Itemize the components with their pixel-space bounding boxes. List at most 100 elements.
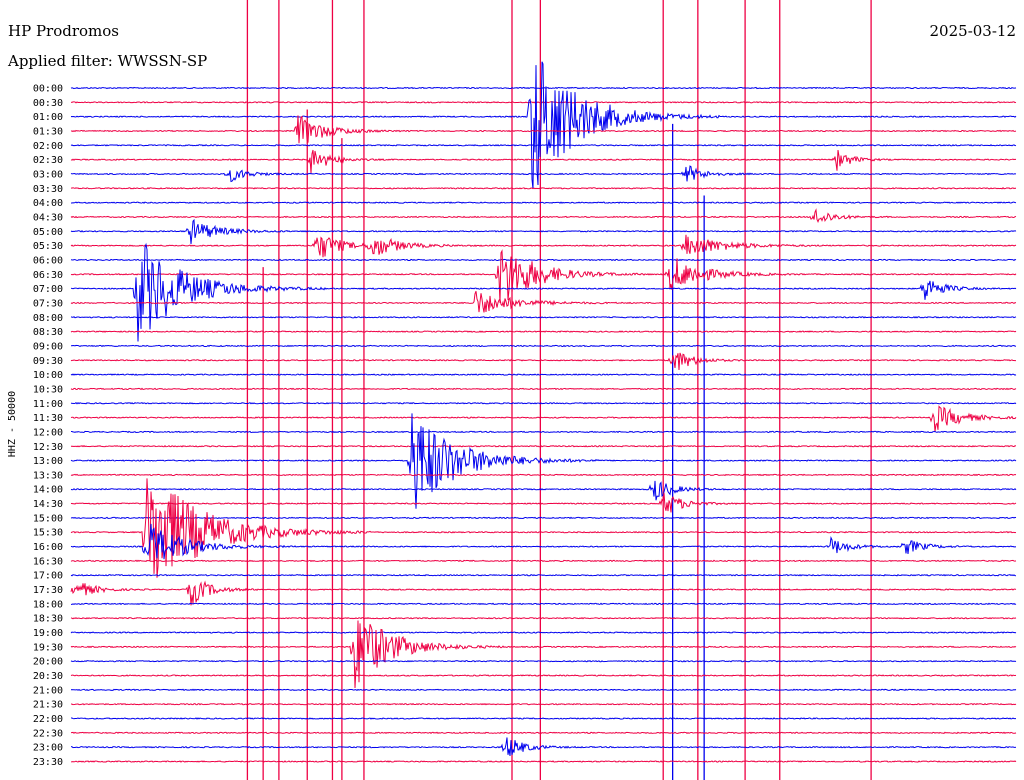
trace-row-1100 bbox=[70, 402, 1017, 405]
row-tick-label: 01:00 bbox=[33, 112, 63, 123]
row-tick-label: 18:30 bbox=[33, 614, 63, 625]
trace-row-1200 bbox=[70, 430, 1017, 434]
trace-row-0600 bbox=[70, 258, 1017, 262]
trace-row-1730 bbox=[70, 580, 1017, 606]
row-tick-label: 00:00 bbox=[33, 84, 63, 95]
trace-row-0100 bbox=[70, 61, 1017, 190]
row-tick-label: 16:30 bbox=[33, 556, 63, 567]
filter-label: Applied filter: WWSSN-SP bbox=[7, 52, 207, 70]
trace-row-1600 bbox=[70, 523, 1017, 560]
row-tick-label: 06:00 bbox=[33, 255, 63, 266]
row-tick-label: 15:30 bbox=[33, 528, 63, 539]
row-tick-label: 09:30 bbox=[33, 356, 63, 367]
row-tick-label: 14:00 bbox=[33, 485, 63, 496]
trace-row-1530 bbox=[70, 478, 1017, 578]
trace-row-0930 bbox=[70, 352, 1017, 371]
trace-row-1500 bbox=[70, 516, 1017, 520]
trace-row-0730 bbox=[70, 291, 1017, 313]
trace-row-2000 bbox=[70, 659, 1017, 663]
row-tick-label: 03:30 bbox=[33, 184, 63, 195]
trace-row-2200 bbox=[70, 717, 1016, 720]
row-tick-label: 18:00 bbox=[33, 599, 63, 610]
row-tick-label: 11:00 bbox=[33, 399, 63, 410]
trace-row-1300 bbox=[70, 413, 1017, 509]
row-tick-label: 23:30 bbox=[33, 757, 63, 768]
trace-row-0900 bbox=[70, 344, 1017, 348]
trace-row-1330 bbox=[70, 473, 1017, 477]
trace-row-2130 bbox=[70, 702, 1017, 706]
row-tick-label: 10:00 bbox=[33, 370, 63, 381]
row-tick-label: 14:30 bbox=[33, 499, 63, 510]
row-tick-label: 23:00 bbox=[33, 743, 63, 754]
trace-row-1830 bbox=[70, 617, 1017, 620]
trace-row-2300 bbox=[70, 737, 1017, 757]
row-tick-label: 19:30 bbox=[33, 642, 63, 653]
row-tick-label: 22:00 bbox=[33, 714, 63, 725]
row-tick-label: 19:00 bbox=[33, 628, 63, 639]
trace-row-2030 bbox=[70, 674, 1017, 677]
trace-row-2100 bbox=[70, 688, 1017, 692]
row-tick-label: 05:00 bbox=[33, 227, 63, 238]
trace-row-1900 bbox=[70, 631, 1017, 634]
trace-row-0830 bbox=[70, 330, 1017, 333]
trace-row-1930 bbox=[70, 620, 1017, 689]
row-tick-label: 13:30 bbox=[33, 470, 63, 481]
row-tick-label: 17:30 bbox=[33, 585, 63, 596]
trace-row-0400 bbox=[71, 201, 1017, 204]
row-tick-label: 00:30 bbox=[33, 98, 63, 109]
row-tick-label: 17:00 bbox=[33, 571, 63, 582]
trace-row-1030 bbox=[70, 387, 1017, 391]
trace-row-2330 bbox=[70, 760, 1017, 763]
date-label: 2025-03-12 bbox=[930, 22, 1016, 40]
row-tick-label: 20:30 bbox=[33, 671, 63, 682]
row-tick-label: 07:30 bbox=[33, 298, 63, 309]
trace-row-0630 bbox=[70, 249, 1017, 303]
row-tick-label: 21:30 bbox=[33, 700, 63, 711]
row-tick-label: 04:30 bbox=[33, 212, 63, 223]
trace-row-1700 bbox=[70, 573, 1017, 577]
trace-row-0130 bbox=[70, 115, 1017, 144]
row-tick-label: 02:00 bbox=[33, 141, 63, 152]
row-tick-label: 13:00 bbox=[33, 456, 63, 467]
trace-row-1130 bbox=[70, 405, 1017, 432]
row-tick-label: 01:30 bbox=[33, 126, 63, 137]
row-tick-label: 20:00 bbox=[33, 657, 63, 668]
row-tick-label: 10:30 bbox=[33, 384, 63, 395]
trace-row-0200 bbox=[70, 144, 1017, 147]
trace-row-0330 bbox=[70, 187, 1017, 190]
row-tick-label: 03:00 bbox=[33, 169, 63, 180]
trace-row-1630 bbox=[70, 559, 1017, 563]
row-tick-label: 07:00 bbox=[33, 284, 63, 295]
row-tick-label: 02:30 bbox=[33, 155, 63, 166]
row-tick-label: 21:00 bbox=[33, 685, 63, 696]
row-tick-label: 09:00 bbox=[33, 341, 63, 352]
y-axis-label: HHZ - 50000 bbox=[7, 391, 18, 457]
trace-row-0300 bbox=[70, 165, 1017, 183]
trace-row-1400 bbox=[70, 480, 1017, 501]
trace-row-1000 bbox=[70, 373, 1017, 376]
row-tick-label: 04:00 bbox=[33, 198, 63, 209]
row-tick-label: 08:30 bbox=[33, 327, 63, 338]
trace-row-0530 bbox=[70, 234, 1017, 258]
trace-lines bbox=[70, 61, 1017, 763]
trace-row-0700 bbox=[70, 242, 1017, 342]
trace-row-0430 bbox=[70, 208, 1017, 223]
trace-row-1230 bbox=[70, 445, 1017, 448]
row-tick-labels: 00:00 00:30 01:00 01:30 02:00 02:30 03:00 03:30… bbox=[33, 84, 63, 769]
row-tick-label: 08:00 bbox=[33, 313, 63, 324]
trace-row-1430 bbox=[70, 492, 1017, 513]
trace-row-2230 bbox=[70, 731, 1017, 735]
trace-row-1800 bbox=[70, 602, 1017, 606]
trace-row-0800 bbox=[70, 316, 1017, 319]
row-tick-label: 22:30 bbox=[33, 728, 63, 739]
station-title: HP Prodromos bbox=[8, 22, 119, 40]
row-tick-label: 12:00 bbox=[33, 427, 63, 438]
row-tick-label: 12:30 bbox=[33, 442, 63, 453]
row-tick-label: 15:00 bbox=[33, 513, 63, 524]
trace-row-0500 bbox=[70, 218, 1017, 245]
row-tick-label: 06:30 bbox=[33, 270, 63, 281]
row-tick-label: 11:30 bbox=[33, 413, 63, 424]
trace-row-0230 bbox=[70, 149, 1017, 174]
row-tick-label: 05:30 bbox=[33, 241, 63, 252]
